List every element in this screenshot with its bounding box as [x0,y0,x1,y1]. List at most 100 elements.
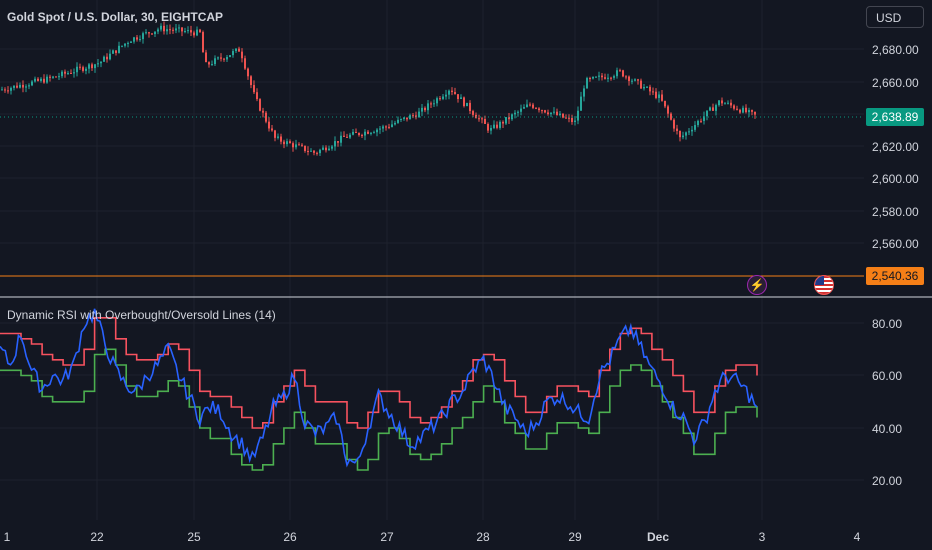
candle-body [214,58,216,65]
price-candles [1,21,756,156]
candle-body [691,129,693,132]
alert-price-tag[interactable]: 2,540.36 [866,267,924,285]
candle-body [373,132,375,134]
candle-body [433,103,435,105]
candle-body [544,110,546,113]
candle-body [166,29,168,32]
candle-body [616,70,618,77]
candle-body [676,128,678,131]
candle-body [709,107,711,111]
candle-body [571,117,573,122]
candle-body [139,39,141,41]
candle-body [667,106,669,114]
candle-body [325,147,327,151]
candle-body [625,76,627,78]
candle-body [229,55,231,58]
candle-body [685,132,687,136]
candle-body [253,85,255,93]
candle-body [487,123,489,131]
candle-body [205,52,207,63]
candle-body [286,141,288,145]
candle-body [280,136,282,142]
candle-body [97,63,99,65]
candle-body [631,80,633,82]
candle-body [565,117,567,119]
us-flag-icon[interactable] [814,275,834,295]
candle-body [727,102,729,104]
candle-body [550,112,552,115]
candle-body [694,125,696,130]
candle-body [670,113,672,120]
candle-body [115,50,117,53]
currency-button[interactable]: USD [866,6,924,28]
candle-body [613,76,615,78]
price-tick: 2,600.00 [872,172,919,186]
candle-body [181,27,183,32]
time-label: 27 [380,530,394,544]
candle-body [700,120,702,122]
candle-body [40,78,42,81]
candle-body [640,80,642,89]
candle-body [85,68,87,71]
candle-body [103,56,105,62]
candle-body [424,107,426,111]
candle-body [322,147,324,150]
candle-body [46,76,48,83]
candle-body [472,111,474,115]
candle-body [88,64,90,69]
candle-body [655,91,657,98]
candle-body [508,117,510,120]
candle-body [658,94,660,98]
candle-body [661,94,663,101]
candle-body [64,71,66,74]
candle-body [388,126,390,128]
candle-body [394,122,396,125]
candle-body [187,30,189,32]
candle-body [574,120,576,122]
candle-body [1,89,3,91]
candle-body [133,37,135,42]
candle-body [679,130,681,138]
candle-body [271,128,273,131]
time-label: 1 [3,530,11,544]
candle-body [196,29,198,36]
candle-body [91,64,93,69]
candle-body [310,150,312,152]
candle-body [478,118,480,120]
candle-body [526,104,528,108]
rsi-tick: 60.00 [872,369,903,383]
candle-body [238,48,240,52]
candle-body [172,29,174,31]
candle-body [259,99,261,111]
candle-body [217,57,219,59]
candle-body [610,77,612,79]
rsi-tick: 80.00 [872,317,903,331]
candle-body [331,146,333,149]
lightning-icon[interactable]: ⚡ [747,275,767,295]
candle-body [583,88,585,97]
candle-body [517,111,519,113]
candle-body [586,78,588,89]
candle-body [553,111,555,113]
candle-body [157,29,159,32]
candle-body [379,128,381,130]
candle-body [739,109,741,113]
candle-body [403,117,405,119]
candle-body [22,84,24,88]
candle-body [721,100,723,104]
candle-body [442,96,444,99]
candle-body [535,107,537,109]
candle-body [208,62,210,65]
candle-body [13,85,15,88]
candle-body [466,102,468,107]
candle-body [619,70,621,72]
candle-body [178,27,180,29]
candle-body [250,76,252,86]
symbol-title[interactable]: Gold Spot / U.S. Dollar, 30, EIGHTCAP [7,10,224,24]
candle-body [241,51,243,59]
indicator-title[interactable]: Dynamic RSI with Overbought/Oversold Lin… [7,308,276,322]
time-label: 3 [758,530,766,544]
candle-body [457,94,459,100]
candle-body [499,121,501,128]
